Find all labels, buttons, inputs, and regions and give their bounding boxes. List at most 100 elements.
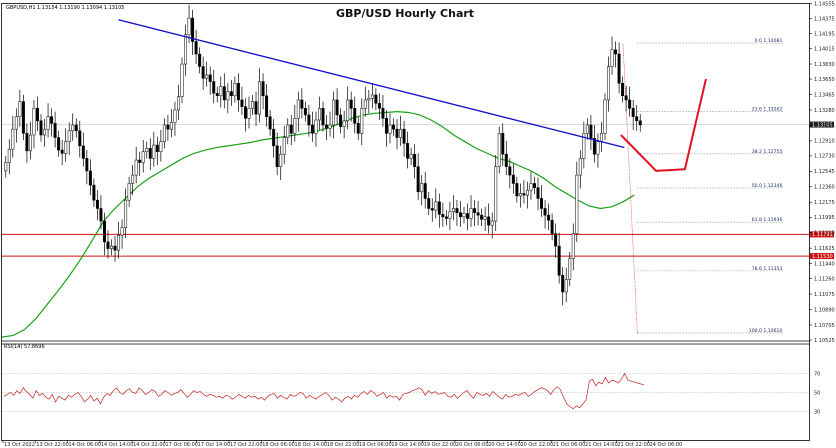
fib-level-label: 38.2 1.12755 [752, 149, 783, 155]
candle-body [346, 99, 350, 122]
candle-body [596, 141, 600, 155]
candle-body [631, 108, 635, 117]
candle-body [466, 213, 470, 219]
rsi-pane: 70 50 30 [2, 371, 820, 415]
candle-body [321, 108, 325, 126]
candle-body [81, 145, 85, 159]
candle-body [64, 141, 68, 154]
candle-body [219, 86, 223, 97]
candle-body [173, 109, 177, 123]
rsi-label: RSI(14) 57.8696 [4, 344, 45, 350]
candle-body [92, 184, 96, 201]
candle-body [628, 99, 632, 109]
candle-body [113, 245, 117, 251]
candle-body [420, 183, 424, 193]
chart-title: GBP/USD Hourly Chart [336, 7, 474, 20]
candle-body [617, 53, 621, 84]
candle-body [360, 108, 364, 134]
candle-body [367, 98, 371, 101]
candle-body [261, 81, 265, 97]
fib-level-label: 78.6 1.11353 [752, 266, 783, 272]
candle-body [243, 106, 247, 119]
candle-body [638, 120, 642, 126]
rsi-level-label: 50 [814, 390, 820, 396]
candle-body [215, 93, 219, 97]
candle-body [635, 116, 639, 122]
candle-body [53, 123, 57, 138]
candle-body [529, 183, 533, 191]
candle-body [110, 245, 113, 249]
candle-body [392, 124, 395, 130]
x-tick-label: 14 Oct 06:00 [69, 442, 102, 448]
candle-body [303, 108, 307, 116]
y-tick-label: 1.11625 [814, 246, 835, 252]
candle-body [339, 114, 343, 127]
x-tick-label: 21 Oct 22:00 [617, 442, 650, 448]
y-tick-label: 1.11995 [814, 215, 835, 221]
candle-body [525, 189, 529, 196]
y-tick-label: 1.13650 [814, 77, 835, 83]
candle-body [561, 275, 565, 293]
candle-body [508, 166, 512, 176]
candle-body [363, 99, 367, 109]
candle-body [515, 183, 519, 197]
x-tick-label: 17 Oct 22:00 [230, 442, 263, 448]
candle-body [427, 198, 431, 209]
candle-body [349, 99, 353, 109]
candle-body [402, 128, 406, 144]
candle-body [353, 108, 357, 124]
candle-body [614, 49, 618, 55]
x-tick-label: 17 Oct 14:00 [198, 442, 231, 448]
candle-body [141, 151, 145, 163]
candle-body [28, 134, 32, 152]
candle-body [198, 53, 202, 67]
candle-body [169, 122, 173, 130]
x-tick-label: 19 Oct 22:00 [424, 442, 457, 448]
candle-body [430, 208, 434, 211]
candle-body [437, 201, 441, 215]
candle-body [194, 41, 198, 55]
candle-body [490, 220, 494, 226]
fib-level-label: 23.6 1.13262 [752, 106, 783, 112]
y-tick-label: 1.10525 [814, 338, 835, 344]
candle-body [251, 101, 254, 109]
candle-body [342, 120, 346, 127]
y-tick-label: 1.11260 [814, 276, 835, 282]
candle-body [159, 141, 163, 152]
candle-body [148, 148, 152, 159]
candle-body [497, 133, 501, 167]
candle-body [7, 148, 11, 163]
candle-body [504, 153, 508, 167]
candle-body [226, 91, 230, 101]
ohlc-readout: 1.13154 1.13190 1.13094 1.13105 [37, 5, 124, 11]
x-tick-label: 13 Oct 22:00 [36, 442, 69, 448]
candle-body [25, 133, 29, 152]
price-axis: 1.14555 1.14375 1.14195 1.14015 1.13830 1.136… [809, 1, 835, 344]
candle-body [409, 153, 413, 159]
candle-body [384, 118, 388, 134]
candle-body [487, 216, 491, 226]
candle-body [543, 208, 547, 216]
support-price-tag [810, 253, 834, 260]
candle-body [78, 130, 82, 147]
candle-body [258, 81, 262, 115]
candle-body [522, 193, 526, 196]
support-lines: 1.11791 1.11530 [2, 231, 834, 260]
x-tick-label: 13 Oct 2022 [4, 442, 35, 448]
candle-body [332, 99, 336, 126]
resistance-trendline [118, 19, 625, 149]
candle-body [71, 124, 75, 132]
forecast-path [620, 78, 707, 172]
candle-body [265, 95, 269, 117]
candle-body [603, 99, 607, 134]
candle-body [547, 214, 551, 221]
candle-body [39, 120, 43, 136]
candle-body [88, 170, 92, 186]
candle-body [282, 137, 286, 155]
candle-body [511, 174, 515, 184]
candle-body [117, 234, 121, 251]
ma-line [1, 111, 635, 338]
candle-body [434, 201, 438, 211]
candle-body [473, 208, 477, 213]
